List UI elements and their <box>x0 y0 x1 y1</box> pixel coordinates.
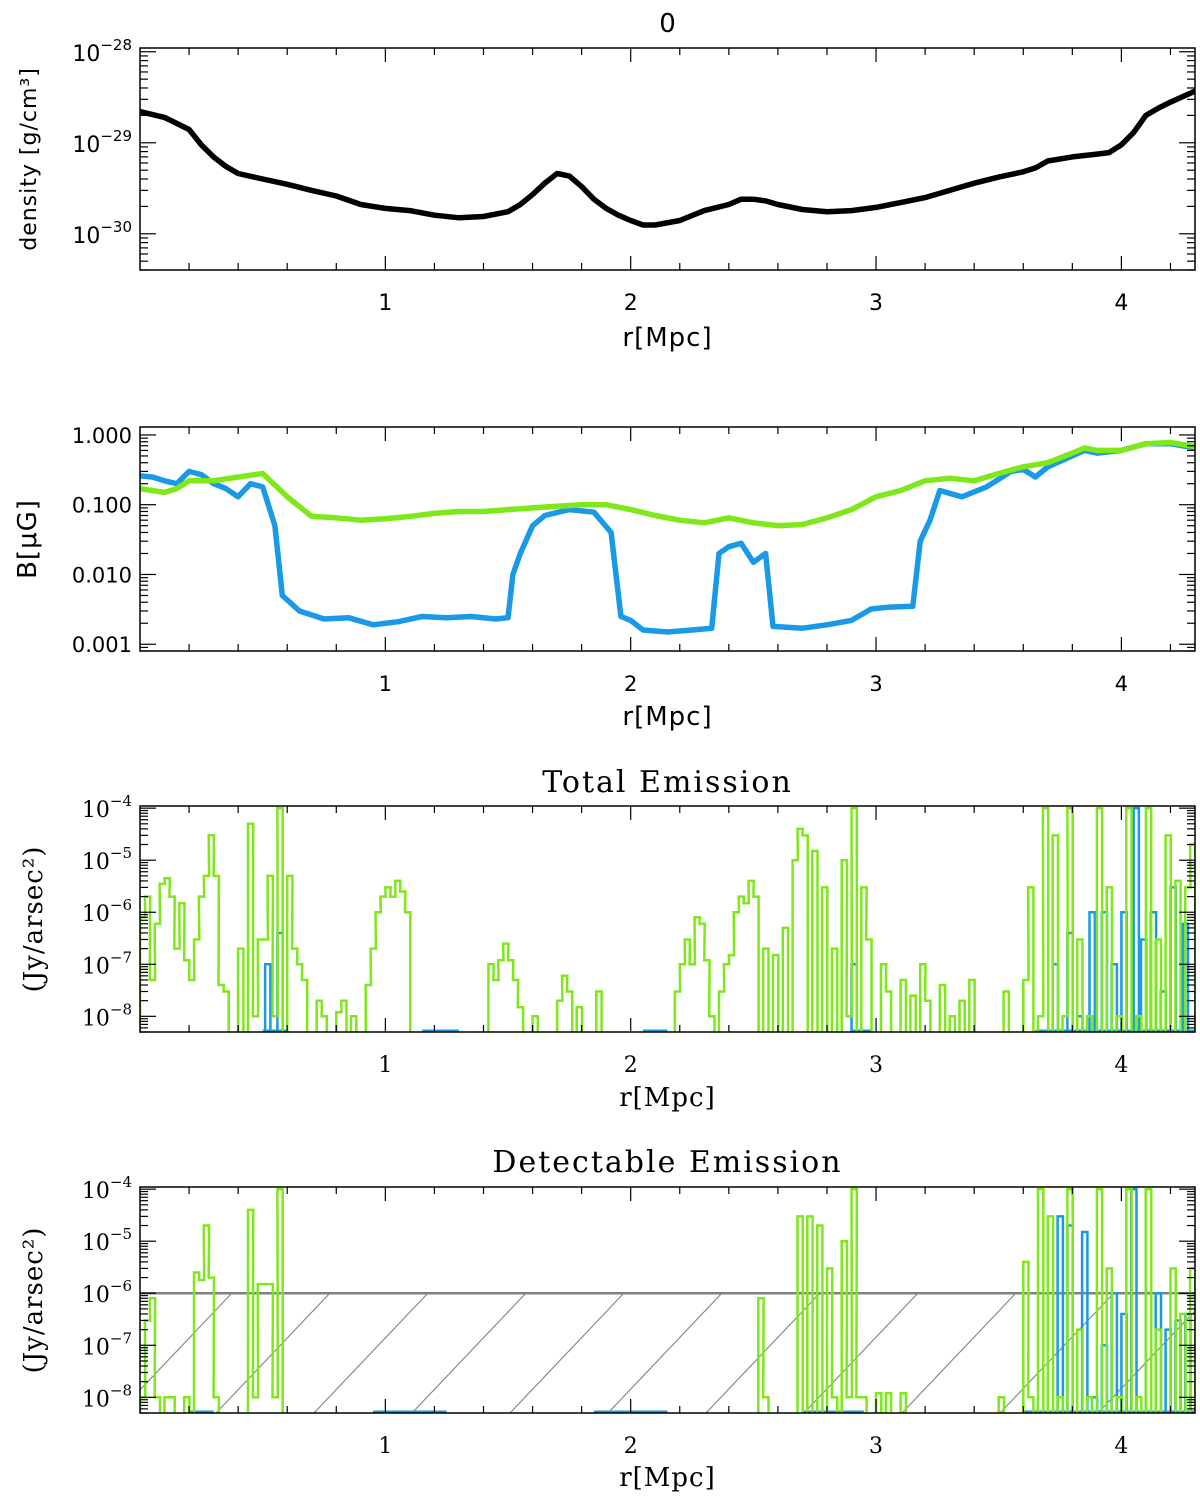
y-tick-label: 10−29 <box>72 127 132 158</box>
x-tick-label: 4 <box>1114 1434 1128 1459</box>
plot-frame <box>139 805 1196 1033</box>
series-histogram-0 <box>263 806 1190 1032</box>
y-tick-exponent: −30 <box>100 218 132 236</box>
y-tick-base: 10 <box>82 1231 110 1256</box>
y-tick-exponent: −5 <box>110 1225 132 1243</box>
y-tick-exponent: −8 <box>110 1000 132 1018</box>
x-tick-label: 1 <box>379 672 392 696</box>
y-tick-label: 10−4 <box>82 1173 132 1204</box>
chart-panel-1: 1 2 3 4 1.000 0.100 0.010 0.001 r[Mpc] B[μG] <box>13 424 1196 732</box>
x-tick-label: 2 <box>624 1053 638 1078</box>
series-group <box>140 1187 1195 1413</box>
x-tick-label: 3 <box>869 1434 883 1459</box>
y-tick-label: 10−6 <box>82 896 132 927</box>
y-tick-base: 10 <box>82 798 110 823</box>
x-tick-label: 2 <box>624 291 638 316</box>
series-line-0 <box>140 88 1195 228</box>
y-tick-label: 10−5 <box>82 1225 132 1256</box>
y-tick-base: 10 <box>82 1006 110 1031</box>
x-tick-label: 4 <box>1114 291 1128 316</box>
y-tick-label: 10−8 <box>82 1381 132 1412</box>
y-tick-label: 10−6 <box>82 1277 132 1308</box>
y-tick-label: 10−5 <box>82 844 132 875</box>
plot-frame <box>139 426 1196 652</box>
y-tick-exponent: −29 <box>100 127 132 145</box>
plot-frame <box>139 47 1196 271</box>
y-axis-label: (Jy/arsec²) <box>19 846 49 993</box>
x-tick-label: 3 <box>869 291 883 316</box>
y-tick-exponent: −6 <box>110 1277 132 1295</box>
x-tick-label: 2 <box>624 672 637 696</box>
y-axis-label: density [g/cm³] <box>17 67 42 251</box>
x-tick-label: 1 <box>378 1434 392 1459</box>
y-tick-label: 10−28 <box>72 36 132 67</box>
x-tick-label: 4 <box>1115 672 1128 696</box>
y-tick-exponent: −4 <box>110 792 132 810</box>
x-tick-label: 4 <box>1114 1053 1128 1078</box>
series-group <box>140 806 1195 1032</box>
y-tick-label: 10−30 <box>72 218 132 249</box>
chart-title: Total Emission <box>542 765 793 800</box>
y-tick-exponent: −7 <box>110 1329 132 1347</box>
y-tick-base: 10 <box>82 1179 110 1204</box>
y-tick-label: 10−4 <box>82 792 132 823</box>
y-axis-label: B[μG] <box>13 499 43 579</box>
y-tick-exponent: −4 <box>110 1173 132 1191</box>
y-tick-exponent: −7 <box>110 948 132 966</box>
x-axis-label: r[Mpc] <box>622 702 712 732</box>
x-tick-label: 2 <box>624 1434 638 1459</box>
x-tick-label: 3 <box>869 672 882 696</box>
y-tick-base: 10 <box>72 224 100 249</box>
hatch-line <box>1196 1293 1200 1413</box>
y-axis-label: (Jy/arsec²) <box>19 1227 49 1374</box>
plot-frame <box>139 1186 1196 1414</box>
y-tick-exponent: −6 <box>110 896 132 914</box>
y-tick-exponent: −8 <box>110 1381 132 1399</box>
hatch-line <box>509 1292 625 1413</box>
y-tick-base: 10 <box>82 902 110 927</box>
series-group <box>140 88 1195 228</box>
y-tick-exponent: −28 <box>100 36 132 54</box>
y-tick-label: 0.001 <box>72 633 132 657</box>
y-tick-base: 10 <box>82 1335 110 1360</box>
series-histogram-1 <box>140 806 1195 1032</box>
x-tick-label: 3 <box>869 1053 883 1078</box>
hatch-line <box>411 1292 527 1413</box>
y-tick-label: 10−7 <box>82 948 132 979</box>
y-tick-base: 10 <box>72 133 100 158</box>
x-tick-label: 1 <box>378 1053 392 1078</box>
hatch-line <box>607 1292 723 1413</box>
series-histogram-1 <box>140 1187 1195 1413</box>
y-tick-label: 0.010 <box>72 563 132 587</box>
hatch-line <box>313 1292 429 1413</box>
y-tick-base: 10 <box>82 1387 110 1412</box>
y-tick-exponent: −5 <box>110 844 132 862</box>
chart-title: Detectable Emission <box>492 1145 842 1180</box>
y-tick-label: 0.100 <box>72 494 132 518</box>
x-axis-label: r[Mpc] <box>622 323 712 353</box>
x-axis-label: r[Mpc] <box>619 1083 716 1113</box>
series-line-1 <box>140 439 1195 529</box>
y-tick-base: 10 <box>82 850 110 875</box>
y-tick-label: 10−7 <box>82 1329 132 1360</box>
y-tick-label: 1.000 <box>72 424 132 448</box>
x-axis-label: r[Mpc] <box>619 1463 716 1493</box>
y-tick-base: 10 <box>72 42 100 67</box>
y-tick-base: 10 <box>82 1283 110 1308</box>
y-tick-label: 10−8 <box>82 1000 132 1031</box>
series-line-0 <box>140 440 1195 635</box>
series-group <box>140 439 1195 635</box>
hatch-line <box>901 1292 1017 1413</box>
y-tick-base: 10 <box>82 954 110 979</box>
chart-title: 0 <box>659 9 676 39</box>
x-tick-label: 1 <box>378 291 392 316</box>
